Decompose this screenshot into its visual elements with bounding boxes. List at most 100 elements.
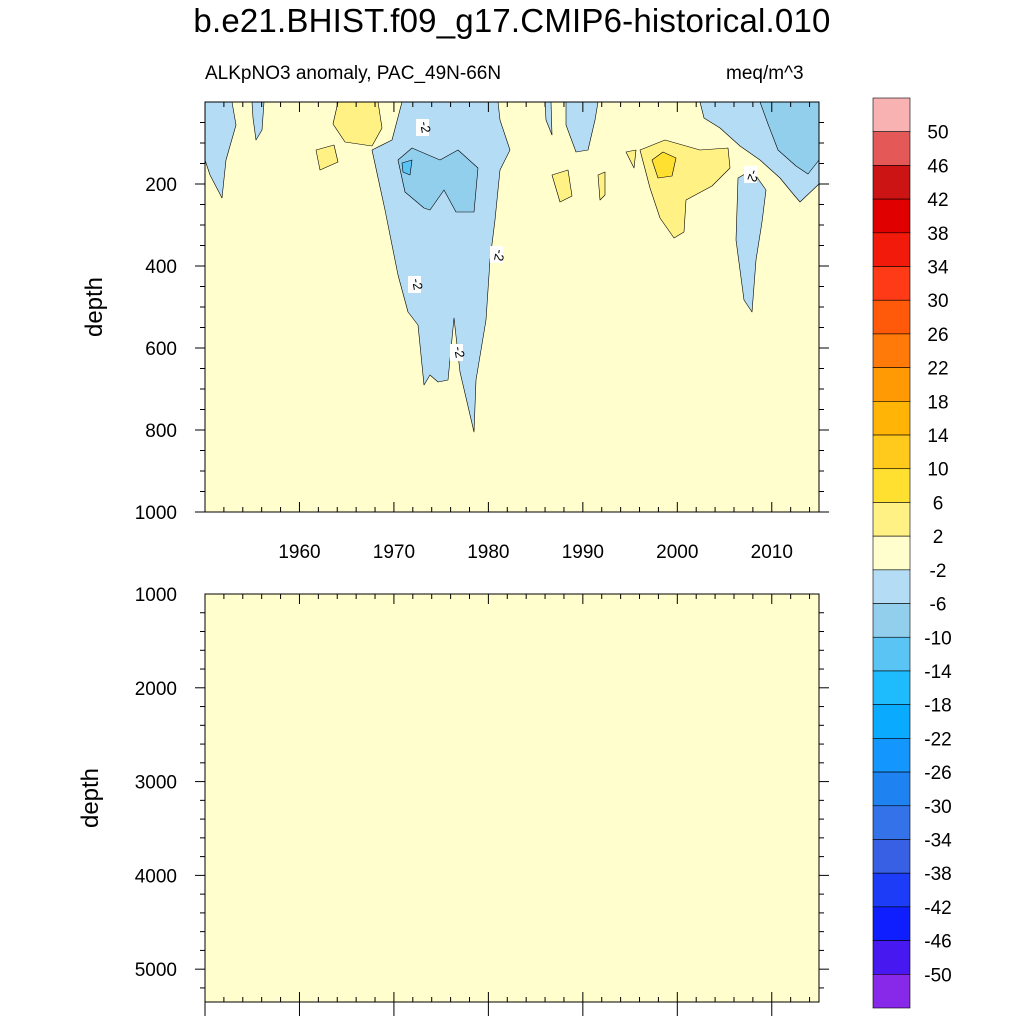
colorbar-swatch [872, 232, 911, 267]
y-tick-label: 1000 [135, 585, 177, 606]
colorbar-swatch [872, 367, 911, 402]
colorbar-swatch [872, 771, 911, 807]
contour-label: -2 [417, 120, 434, 134]
colorbar-swatch [872, 839, 911, 874]
colorbar-swatch [872, 940, 911, 975]
y-tick-label: 1000 [135, 503, 177, 524]
positive-anomaly-region [625, 149, 637, 169]
lower-x-axis [204, 594, 811, 1016]
colorbar-label: -18 [924, 696, 951, 717]
x-tick-label: 1970 [373, 542, 415, 563]
colorbar-label: 38 [927, 224, 948, 245]
strong-negative-cell [401, 159, 413, 176]
colorbar-swatch [872, 569, 911, 604]
y-tick-label: 3000 [135, 773, 177, 794]
panel-subtitle: ALKpNO3 anomaly, PAC_49N-66N [205, 63, 502, 84]
colorbar-label: -22 [924, 729, 951, 750]
units-label: meq/m^3 [726, 63, 804, 84]
colorbar-label: -46 [924, 932, 951, 953]
colorbar-label: 6 [933, 493, 944, 514]
colorbar-swatch [872, 401, 911, 436]
y-tick-label: 200 [145, 175, 177, 196]
contour-label-box [490, 246, 503, 263]
colorbar-label: -42 [924, 898, 951, 919]
colorbar-label: 18 [927, 392, 948, 413]
colorbar-swatch [872, 973, 911, 1009]
y-tick-label: 5000 [135, 960, 177, 981]
colorbar-swatch [872, 906, 911, 941]
colorbar-label: 30 [927, 291, 948, 312]
contour-label-box [416, 119, 429, 136]
x-tick-label: 1990 [562, 542, 604, 563]
upper-y-axis: 200 400 600 800 1000 [135, 122, 829, 524]
colorbar-label: -10 [924, 628, 951, 649]
y-tick-label: 4000 [135, 866, 177, 887]
colorbar-swatch [872, 636, 911, 672]
colorbar-swatch [872, 165, 911, 200]
colorbar-label: -6 [930, 595, 947, 616]
colorbar-swatch [872, 468, 911, 503]
colorbar-label: 26 [927, 325, 948, 346]
contour-label-box [744, 166, 757, 183]
colorbar-swatch [872, 333, 911, 368]
contour-label: -2 [451, 345, 468, 359]
upper-x-axis: 1960 1970 1980 1990 2000 2010 [204, 102, 811, 563]
colorbar-label: -14 [924, 662, 952, 683]
colorbar-label: 10 [927, 460, 948, 481]
lower-y-axis-title: depth [77, 768, 104, 828]
colorbar-swatch [872, 535, 911, 571]
lower-plot-frame [204, 593, 820, 1003]
contour-label: -2 [491, 248, 508, 262]
chart-title: b.e21.BHIST.f09_g17.CMIP6-historical.010 [193, 2, 831, 39]
positive-anomaly-region [315, 144, 339, 171]
colorbar: 50 46 42 38 34 30 26 22 18 14 10 6 2 -2 -6 -10 -14 -18 -22… [872, 97, 952, 1009]
x-tick-label: 2000 [656, 542, 698, 563]
colorbar-label: -30 [924, 797, 951, 818]
upper-y-axis-title: depth [81, 277, 108, 337]
upper-contour-panel: -2 -2 -2 -2 -2 1960 1970 1980 1990 2000 2010 … [81, 101, 829, 563]
colorbar-label: -38 [924, 864, 951, 885]
colorbar-swatch [872, 97, 911, 133]
colorbar-swatch [872, 131, 911, 166]
colorbar-swatch [872, 434, 911, 470]
colorbar-swatch [872, 502, 911, 537]
colorbar-swatch [872, 704, 911, 739]
positive-core-region [651, 151, 677, 179]
colorbar-label: 2 [933, 527, 944, 548]
colorbar-label: -26 [924, 763, 951, 784]
y-tick-label: 600 [145, 339, 177, 360]
lower-y-axis: 1000 2000 3000 4000 5000 [135, 585, 829, 989]
contour-label-box [408, 276, 421, 293]
y-tick-label: 400 [145, 257, 177, 278]
contour-label: -2 [744, 168, 762, 184]
positive-anomaly-region [597, 171, 606, 201]
colorbar-swatch [872, 266, 911, 301]
colorbar-label: 34 [927, 258, 949, 279]
colorbar-label: 50 [927, 123, 948, 144]
colorbar-label: -50 [924, 965, 951, 986]
colorbar-label: -2 [930, 561, 947, 582]
contour-labels: -2 -2 -2 -2 -2 [408, 119, 762, 361]
colorbar-swatch [872, 299, 911, 335]
colorbar-label: 14 [927, 426, 949, 447]
positive-anomaly-region [551, 169, 573, 203]
x-tick-label: 1980 [467, 542, 509, 563]
negative-anomaly-region [204, 101, 237, 199]
contour-label: -2 [409, 277, 426, 291]
colorbar-swatch [872, 603, 911, 638]
colorbar-swatch [872, 198, 911, 234]
colorbar-swatch [872, 670, 911, 705]
colorbar-label: 22 [927, 359, 948, 380]
y-tick-label: 800 [145, 421, 177, 442]
colorbar-swatch [872, 738, 911, 773]
lower-background-fill [205, 594, 819, 1002]
colorbar-label: 46 [927, 156, 948, 177]
x-tick-label: 2010 [751, 542, 793, 563]
colorbar-swatch [872, 805, 911, 840]
y-tick-label: 2000 [135, 679, 177, 700]
contour-label-box [450, 344, 463, 361]
negative-core-region [397, 147, 479, 213]
lower-contour-panel: 1000 2000 3000 4000 5000 depth [77, 585, 829, 1016]
colorbar-label: 42 [927, 190, 948, 211]
colorbar-label: -34 [924, 830, 952, 851]
